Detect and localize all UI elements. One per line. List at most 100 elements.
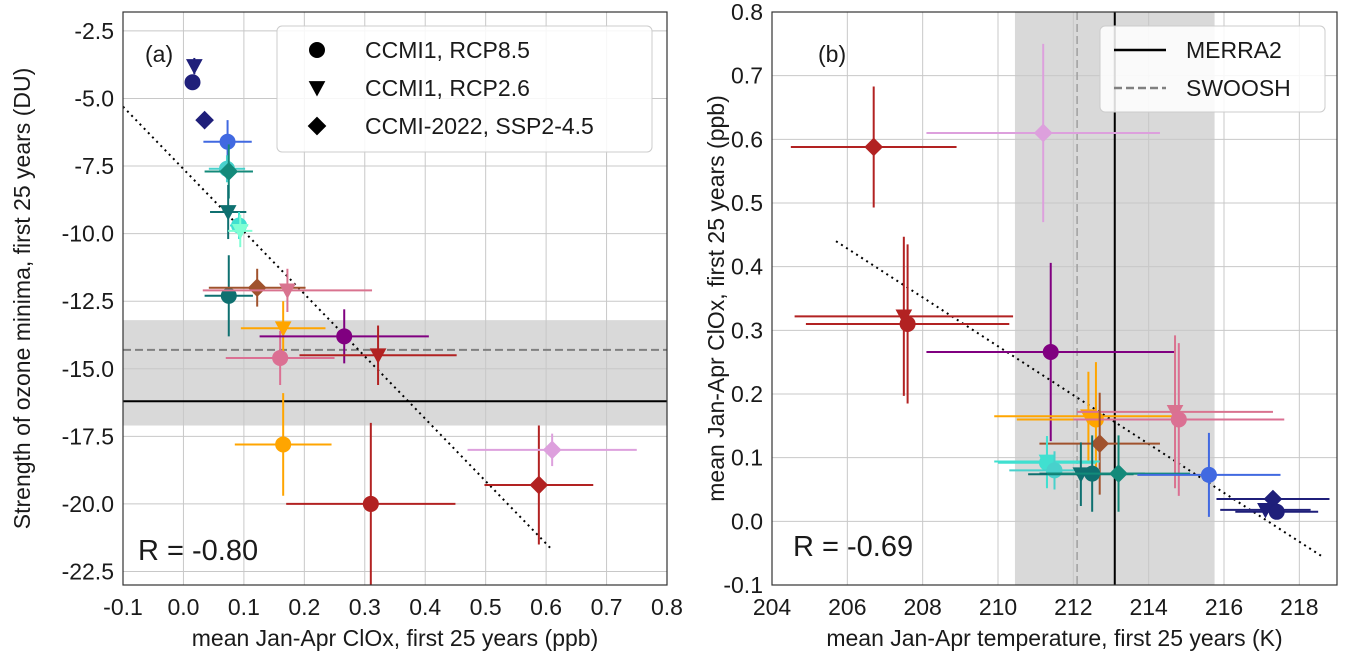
point-marker	[529, 475, 549, 495]
point-marker	[1268, 503, 1285, 520]
axes-frame	[122, 11, 668, 586]
point-marker	[184, 74, 201, 91]
legend-marker	[307, 116, 327, 136]
x-tick-label: 218	[1280, 594, 1318, 620]
regression-line	[835, 240, 1323, 558]
legend: CCMI1, RCP8.5 CCMI1, RCP2.6 CCMI-2022, SSP…	[276, 25, 653, 153]
point-marker	[336, 328, 353, 345]
data-point	[1235, 503, 1319, 520]
data-point	[202, 268, 373, 313]
x-tick-label: 206	[828, 594, 866, 620]
point-marker	[362, 495, 379, 512]
x-axis-label: mean Jan-Apr temperature, first 25 years…	[826, 625, 1282, 651]
legend-label: CCMI-2022, SSP2-4.5	[365, 113, 594, 139]
panel-label: (a)	[145, 41, 173, 67]
y-tick-label: 0.6	[731, 126, 763, 152]
x-tick-label: -0.1	[103, 594, 143, 620]
panel-a: -0.1 0.0 0.1 0.2 0.3 0.4 0.5 0.6 0.7 0.8 -2.5 -5.0 -…	[9, 11, 683, 651]
legend-box	[1099, 25, 1326, 113]
y-tick-label: -20.0	[62, 491, 114, 517]
data-point	[195, 110, 214, 130]
y-tick-label: -2.5	[74, 18, 114, 44]
x-tick-label: 0.7	[591, 594, 623, 620]
y-tick-label: 0.2	[731, 381, 763, 407]
x-tick-label: 0.2	[288, 594, 320, 620]
legend-label: CCMI1, RCP2.6	[365, 75, 530, 101]
point-marker	[1090, 434, 1110, 453]
point-marker	[1042, 343, 1059, 360]
data-point	[286, 422, 456, 585]
point-marker	[275, 436, 292, 453]
point-marker	[864, 137, 884, 157]
regression-line	[123, 105, 553, 551]
data-point	[1039, 392, 1160, 495]
point-marker	[185, 59, 203, 75]
x-tick-label: 0.4	[409, 594, 441, 620]
data-point	[926, 43, 1160, 223]
legend-box	[276, 25, 653, 153]
y-tick-label: 0.3	[731, 317, 763, 343]
y-tick-label: 0.8	[731, 0, 763, 25]
y-tick-label: 0.4	[731, 254, 763, 280]
point-marker	[1170, 411, 1187, 428]
legend-label: CCMI1, RCP8.5	[365, 37, 530, 63]
reference-band	[123, 320, 667, 426]
x-tick-label: 216	[1205, 594, 1243, 620]
y-tick-label: -5.0	[74, 85, 114, 111]
axes-frame	[771, 11, 1338, 586]
x-axis-label: mean Jan-Apr ClOx, first 25 years (ppb)	[192, 625, 598, 651]
x-tick-label: 0.0	[167, 594, 199, 620]
data-point	[1137, 432, 1281, 517]
x-tick-label: 0.8	[651, 594, 683, 620]
data-point	[805, 244, 1010, 404]
x-tick-label: 0.6	[530, 594, 562, 620]
correlation-text: R = -0.80	[138, 535, 258, 567]
data-point	[1220, 502, 1311, 519]
y-axis-label: mean Jan-Apr ClOx, first 25 years (ppb)	[703, 95, 729, 501]
point-marker	[279, 283, 296, 299]
data-point	[1073, 343, 1285, 496]
point-marker	[274, 321, 292, 337]
point-marker	[219, 162, 239, 181]
data-point	[467, 433, 637, 467]
y-tick-label: 0.7	[731, 63, 763, 89]
x-tick-label: 0.5	[470, 594, 502, 620]
y-tick-label: -15.0	[62, 356, 114, 382]
point-marker	[219, 205, 237, 221]
legend-marker	[309, 42, 325, 58]
y-tick-label: 0.0	[731, 508, 763, 534]
y-tick-label: -12.5	[62, 288, 114, 314]
legend-marker	[308, 81, 326, 97]
data-point	[484, 425, 594, 545]
x-tick-label: 214	[1129, 594, 1168, 620]
point-marker	[899, 315, 916, 332]
legend: MERRA2 SWOOSH	[1099, 25, 1326, 113]
correlation-text: R = -0.69	[793, 531, 913, 563]
point-marker	[195, 110, 214, 130]
point-marker	[542, 440, 562, 460]
point-marker	[272, 349, 289, 366]
point-marker	[1033, 123, 1053, 143]
y-tick-label: 0.5	[731, 190, 763, 216]
y-tick-label: -0.1	[723, 572, 763, 598]
data-point	[185, 57, 203, 75]
point-marker	[219, 133, 236, 150]
y-tick-label: -22.5	[62, 558, 114, 584]
x-tick-label: 210	[979, 594, 1017, 620]
data-point	[225, 330, 335, 385]
y-tick-label: -7.5	[74, 153, 114, 179]
data-point	[234, 393, 332, 496]
data-point	[204, 255, 253, 337]
data-point	[1046, 435, 1191, 512]
panel-label: (b)	[818, 41, 846, 67]
point-marker	[1109, 464, 1128, 483]
y-tick-label: -17.5	[62, 423, 114, 449]
x-tick-label: 208	[903, 594, 941, 620]
legend-label: SWOOSH	[1186, 75, 1291, 101]
data-point	[240, 301, 326, 356]
data-point	[299, 325, 457, 385]
data-point	[228, 214, 253, 248]
x-tick-label: 204	[753, 594, 792, 620]
